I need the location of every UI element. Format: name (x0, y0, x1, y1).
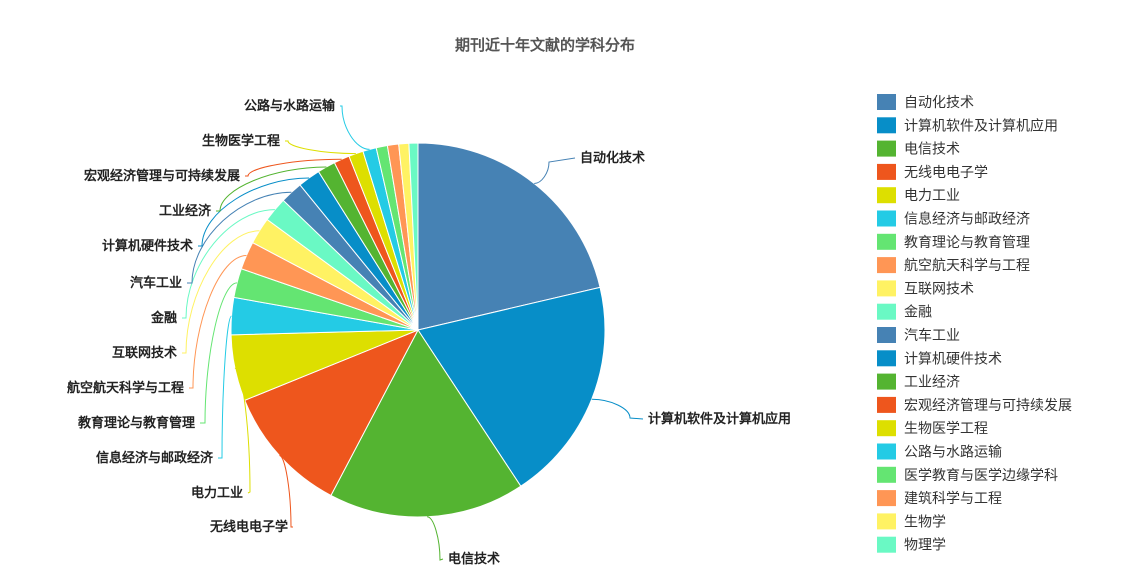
callout-label: 金融 (150, 310, 177, 326)
callout-line (340, 105, 370, 150)
legend-swatch[interactable] (877, 117, 896, 134)
legend-swatch[interactable] (877, 443, 896, 460)
legend-label[interactable]: 教育理论与教育管理 (904, 235, 1030, 251)
callout-line (234, 367, 251, 494)
legend-swatch[interactable] (877, 490, 896, 507)
pie-slice[interactable] (417, 286, 606, 487)
legend-swatch[interactable] (877, 233, 896, 250)
legend-label[interactable]: 汽车工业 (904, 327, 960, 344)
legend-swatch[interactable] (877, 350, 896, 367)
legend-label[interactable]: 电信技术 (904, 142, 960, 158)
callout-line (187, 191, 292, 284)
legend: 自动化技术计算机软件及计算机应用电信技术无线电电子学电力工业信息经济与邮政经济教… (877, 94, 1072, 554)
callout-label: 计算机硬件技术 (102, 238, 193, 254)
legend-label[interactable]: 金融 (904, 305, 932, 321)
callout-label: 公路与水路运输 (244, 98, 336, 114)
legend-swatch[interactable] (877, 536, 896, 553)
callout-line (216, 166, 327, 212)
legend-label[interactable]: 计算机硬件技术 (904, 351, 1002, 367)
legend-label[interactable]: 生物医学工程 (904, 421, 988, 437)
pie-slice[interactable] (244, 329, 420, 497)
callout-label: 教育理论与教育管理 (77, 415, 195, 431)
callout-label: 信息经济与邮政经济 (96, 450, 214, 466)
callout-label: 航空航天科学与工程 (67, 380, 184, 396)
legend-label[interactable]: 互联网技术 (904, 281, 974, 297)
legend-label[interactable]: 宏观经济管理与可持续发展 (904, 397, 1072, 414)
chart-title: 期刊近十年文献的学科分布 (455, 36, 635, 54)
callout-label: 自动化技术 (580, 150, 645, 166)
legend-swatch[interactable] (877, 187, 896, 204)
callout-label: 互联网技术 (112, 345, 177, 361)
legend-swatch[interactable] (877, 163, 896, 180)
callout-line (182, 230, 260, 354)
callout-line (426, 516, 444, 561)
callout-line (279, 455, 293, 528)
legend-swatch[interactable] (877, 257, 896, 274)
legend-swatch[interactable] (877, 94, 896, 110)
callout-line (591, 398, 644, 420)
legend-label[interactable]: 生物学 (904, 514, 946, 530)
legend-label[interactable]: 公路与水路运输 (904, 445, 1002, 461)
callout-line (198, 177, 310, 247)
legend-label[interactable]: 航空航天科学与工程 (904, 258, 1030, 274)
legend-swatch[interactable] (877, 303, 896, 320)
callout-label: 汽车工业 (130, 275, 182, 291)
legend-label[interactable]: 建筑科学与工程 (904, 491, 1002, 507)
callout-line (200, 282, 238, 424)
legend-swatch[interactable] (877, 327, 896, 343)
callout-line (218, 315, 232, 459)
callout-label: 工业经济 (159, 203, 212, 219)
legend-swatch[interactable] (877, 140, 896, 157)
legend-label[interactable]: 信息经济与邮政经济 (904, 211, 1030, 228)
callout-label: 宏观经济管理与可持续发展 (84, 168, 241, 184)
callout-line (189, 255, 247, 389)
callout-label: 生物医学工程 (202, 133, 280, 149)
legend-label[interactable]: 物理学 (904, 538, 946, 554)
pie-slice[interactable] (408, 142, 419, 331)
callout-label: 电力工业 (191, 485, 243, 501)
legend-label[interactable]: 无线电电子学 (904, 165, 988, 181)
callout-label: 电信技术 (448, 551, 500, 567)
legend-label[interactable]: 计算机软件及计算机应用 (904, 117, 1058, 134)
legend-label[interactable]: 医学教育与医学边缘学科 (904, 468, 1058, 484)
callout-line (285, 140, 356, 155)
pie-slice[interactable] (417, 142, 601, 331)
legend-swatch[interactable] (877, 210, 896, 227)
pie-slices (230, 142, 606, 518)
legend-swatch[interactable] (877, 373, 896, 390)
callout-label: 无线电电子学 (209, 519, 288, 535)
legend-swatch[interactable] (877, 513, 896, 530)
legend-swatch[interactable] (877, 420, 896, 437)
callout-line (182, 209, 275, 319)
callout-label: 计算机软件及计算机应用 (648, 411, 791, 427)
legend-swatch[interactable] (877, 396, 896, 413)
callout-line (245, 158, 342, 177)
legend-label[interactable]: 自动化技术 (904, 95, 974, 111)
legend-swatch[interactable] (877, 466, 896, 483)
legend-swatch[interactable] (877, 280, 896, 297)
callout-line (534, 157, 576, 184)
legend-label[interactable]: 工业经济 (904, 375, 960, 391)
legend-label[interactable]: 电力工业 (904, 188, 960, 204)
